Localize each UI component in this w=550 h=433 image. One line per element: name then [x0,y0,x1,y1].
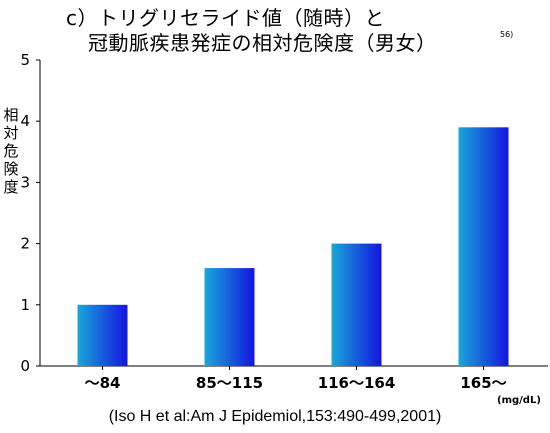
chart-title-line-2: 冠動脈疾患発症の相対危険度（男女） [88,31,437,55]
y-tick-label: 0 [20,357,30,375]
x-tick-labels: 〜84 85〜115 116〜164 165〜 [85,374,507,392]
y-tick-label: 5 [20,51,30,69]
y-tick-label: 1 [20,296,30,314]
x-tick-label: 165〜 [460,374,506,392]
reference-superscript: 56) [500,30,514,39]
bar-4 [458,127,509,366]
y-tick-label: 2 [20,235,30,253]
x-axis-unit-label: (mg/dL) [497,395,541,406]
bar-3 [331,243,382,366]
y-tick-label: 4 [20,112,30,130]
chart-title-line-1: c）トリグリセライド値（随時）と [66,6,385,30]
y-tick-label: 3 [20,173,30,191]
bar-2 [204,268,255,366]
chart-title: c）トリグリセライド値（随時）と 冠動脈疾患発症の相対危険度（男女） 56) [0,0,550,60]
bar-1 [77,304,128,366]
y-axis-label: 相対危険度 [3,106,19,196]
source-citation: (Iso H et al:Am J Epidemiol,153:490-499,… [108,408,442,425]
x-tick-label: 116〜164 [318,374,396,392]
chart-bars [77,127,509,366]
x-tick-label: 〜84 [85,374,121,392]
x-tick-label: 85〜115 [196,374,263,392]
